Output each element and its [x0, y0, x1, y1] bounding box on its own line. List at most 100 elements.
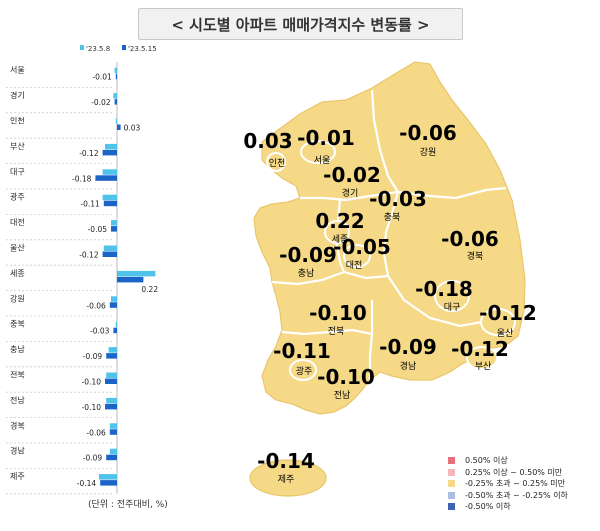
daegu-shape — [434, 280, 470, 312]
map-legend-item: 0.25% 이상 ~ 0.50% 미만 — [448, 467, 568, 479]
value-label: -0.11 — [80, 200, 100, 209]
map-value-gyeonggi: -0.02 — [323, 163, 381, 187]
map-value-chungnam: -0.09 — [279, 243, 337, 267]
bar-curr — [114, 99, 117, 105]
seoul-shape — [300, 140, 336, 164]
bar-prev — [111, 296, 117, 302]
bar-curr — [102, 149, 117, 156]
bar-prev — [111, 220, 117, 226]
legend-label: 0.25% 이상 ~ 0.50% 미만 — [465, 467, 563, 477]
category-label: 서울 — [10, 66, 25, 75]
boundary-chungbuk-gyeongbuk — [382, 191, 400, 277]
legend-label: -0.25% 초과 ~ 0.25% 미만 — [465, 479, 566, 488]
legend-label: -0.50% 초과 ~ -0.25% 이하 — [465, 490, 568, 500]
boundary-jeolla-gyeongnam — [368, 300, 374, 380]
gwangju-shape — [289, 359, 317, 381]
map-name-daegu: 대구 — [444, 302, 461, 313]
bar-curr — [111, 226, 117, 232]
map-name-gyeongnam: 경남 — [400, 360, 417, 372]
category-label: 광주 — [10, 192, 25, 202]
category-label: 대전 — [10, 217, 25, 227]
map-name-gangwon: 강원 — [420, 147, 437, 158]
map-name-daejeon: 대전 — [346, 260, 363, 271]
category-label: 경기 — [10, 90, 25, 100]
map-name-gyeongbuk: 경북 — [467, 250, 484, 262]
map-value-gangwon: -0.06 — [399, 121, 457, 145]
boundary-chungcheong-jeolla — [271, 270, 389, 286]
legend-swatch — [448, 480, 455, 488]
value-label: -0.18 — [72, 174, 92, 183]
bar-curr — [109, 429, 117, 435]
boundary-gyeonggi-gangwon — [370, 89, 399, 193]
category-label: 충북 — [10, 320, 25, 329]
bar-curr — [117, 276, 144, 283]
legend-swatch — [448, 491, 455, 499]
bar-legend-label-prev: '23.5.8 — [86, 45, 110, 53]
bar-prev — [108, 347, 117, 353]
bar-prev — [99, 474, 117, 480]
legend-swatch — [448, 457, 455, 465]
bar-curr — [95, 175, 117, 181]
bar-curr — [106, 353, 117, 359]
map-name-chungnam: 충남 — [298, 268, 315, 279]
mainland-shape — [253, 61, 526, 415]
map-value-busan: -0.12 — [451, 337, 509, 361]
value-label: -0.01 — [92, 73, 112, 82]
map-value-jeju: -0.14 — [257, 449, 315, 473]
bar-prev — [117, 270, 156, 277]
bar-curr — [102, 251, 117, 257]
map-name-jeonbuk: 전북 — [328, 326, 345, 337]
category-label: 세종 — [10, 269, 25, 278]
map-legend-item: -0.50% 이하 — [448, 501, 568, 513]
value-label: -0.10 — [82, 378, 102, 387]
value-label: 0.03 — [124, 124, 141, 133]
map-shapes — [249, 61, 526, 497]
bar-legend-swatch-curr — [122, 45, 126, 50]
value-label: -0.09 — [83, 352, 103, 361]
bar-chart: '23.5.8 '23.5.15 서울 -0.01 경기 -0.02 인천 0.03 부산 -0.… — [6, 45, 158, 495]
map-value-sejong: 0.22 — [315, 209, 364, 233]
value-label: -0.06 — [86, 301, 106, 310]
map-name-sejong: 세종 — [332, 234, 349, 245]
bar-prev — [113, 93, 117, 99]
legend-swatch — [448, 468, 455, 476]
boundary-chungnam-chungbuk — [334, 199, 346, 273]
map-value-incheon: 0.03 — [243, 129, 292, 153]
map-value-daejeon: -0.05 — [333, 235, 391, 259]
bar-prev — [114, 67, 117, 74]
value-label: -0.03 — [90, 327, 110, 336]
value-label: -0.12 — [79, 251, 99, 260]
bar-prev — [102, 194, 117, 201]
bar-curr — [103, 200, 117, 207]
boundary-capital-south — [300, 186, 507, 202]
value-label: -0.06 — [86, 428, 106, 437]
map-name-incheon: 인천 — [269, 158, 286, 169]
legend-swatch — [448, 503, 455, 511]
bar-prev — [105, 143, 117, 150]
chart-title: < 시도별 아파트 매매가격지수 변동률 > — [138, 8, 463, 40]
category-label: 인천 — [10, 116, 25, 126]
map-legend-item: -0.50% 초과 ~ -0.25% 이하 — [448, 490, 568, 502]
bar-prev — [109, 448, 117, 455]
jeju-shape — [249, 459, 327, 497]
map-value-daegu: -0.18 — [415, 277, 473, 301]
value-label: -0.02 — [91, 98, 111, 107]
map-value-gyeongnam: -0.09 — [379, 335, 437, 359]
category-label: 울산 — [10, 243, 25, 253]
boundary-gyeongbuk-gyeongnam — [387, 275, 513, 331]
sejong-shape — [324, 220, 350, 244]
bar-prev — [102, 169, 117, 175]
unit-note: (단위 : 전주대비, %) — [88, 500, 168, 510]
bar-legend-swatch-prev — [80, 45, 84, 50]
bar-curr — [113, 327, 117, 334]
value-label: -0.14 — [77, 479, 97, 488]
category-label: 제주 — [10, 472, 25, 481]
category-label: 부산 — [10, 141, 25, 151]
bar-curr — [105, 378, 117, 384]
daejeon-shape — [343, 244, 371, 268]
map-name-chungbuk: 충북 — [384, 212, 401, 223]
value-label: -0.09 — [83, 454, 103, 463]
map-name-jeonnam: 전남 — [334, 390, 351, 401]
value-label: -0.10 — [82, 403, 102, 412]
map-value-chungbuk: -0.03 — [369, 187, 427, 211]
